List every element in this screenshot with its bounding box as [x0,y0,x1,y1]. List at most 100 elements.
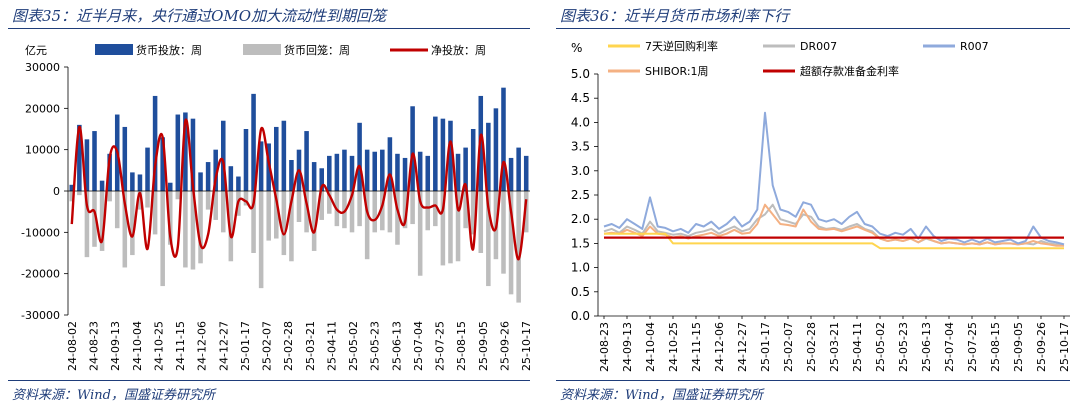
withdrawal-bar [357,191,362,227]
left-x-tick-label: 25-06-13 [390,321,403,371]
right-x-tick-label: 25-09-05 [1012,322,1025,372]
right-y-tick-label: 2.0 [571,212,590,226]
injection-bar [342,149,347,191]
left-x-tick-label: 25-04-11 [325,321,338,371]
withdrawal-bar [327,191,332,214]
withdrawal-bar [470,191,476,235]
withdrawal-bar [251,191,256,253]
left-x-tick-label: 25-02-28 [282,321,295,371]
withdrawal-bar [175,191,181,200]
right-x-tick-label: 24-10-04 [644,322,657,372]
right-title-rule [556,28,1070,29]
right-y-tick-label: 1.5 [571,236,590,250]
injection-bar [508,157,514,191]
injection-bar [395,153,400,191]
injection-bar [433,116,438,191]
withdrawal-bar [508,191,514,295]
right-legend-label: 7天逆回购利率 [645,39,718,53]
injection-bar [364,149,370,191]
right-y-tick-label: 1.0 [571,261,590,275]
injection-bar [486,122,491,191]
injection-bar [372,151,378,191]
injection-bar [334,153,340,191]
withdrawal-bar [296,191,302,222]
injection-bar [107,153,112,191]
left-x-tick-label: 25-02-07 [261,321,274,371]
omo-liquidity-chart: 亿元 30000 20000 10000 0 -10000 -20000 -30000 24-0… [21,43,533,371]
withdrawal-bar [349,191,355,233]
injection-bar [152,95,158,191]
right-x-tick-label: 25-05-02 [874,322,887,372]
left-x-tick-label: 24-10-25 [152,321,165,371]
injection-bar [417,151,423,191]
withdrawal-bar [152,191,158,235]
injection-bar [387,137,393,191]
injection-bar [130,172,135,191]
injection-bar [183,112,188,191]
injection-bar [304,131,309,191]
withdrawal-bar [213,191,218,220]
left-x-tick-label: 25-07-25 [434,321,447,371]
right-x-tick-label: 25-10-17 [1058,322,1071,372]
injection-bar [167,182,173,191]
right-legend-label: SHIBOR:1周 [645,65,709,78]
withdrawal-bar [220,191,226,233]
injection-bar [455,153,461,191]
injection-bar [160,137,165,191]
left-x-tick-label: 24-09-13 [109,321,122,371]
injection-bar [516,147,521,191]
withdrawal-bar [281,191,287,256]
withdrawal-bar [107,191,112,202]
withdrawal-bar [486,191,491,287]
left-x-tick-label: 25-10-17 [520,321,533,371]
withdrawal-bar [478,191,484,253]
withdrawal-bar [417,191,423,276]
injection-bar [357,122,362,191]
withdrawal-bar [137,191,143,210]
injection-bar [349,155,355,191]
right-x-tick-label: 24-12-06 [713,322,726,372]
injection-bar [440,118,446,191]
withdrawal-bar [205,191,211,210]
withdrawal-bar [190,191,196,270]
rate-series-line [603,111,1065,246]
right-legend-label: DR007 [800,40,837,53]
injection-bar [251,93,256,191]
right-y-tick-label: 4.0 [571,115,590,129]
right-y-tick-label: 3.5 [571,140,590,154]
left-chart-panel: 图表35：近半月来，央行通过OMO加大流动性到期回笼 亿元 30000 20000 1… [8,7,533,403]
right-x-tick-label: 25-02-07 [782,322,795,372]
right-y-tick-label: 2.5 [571,188,590,202]
left-y-tick-label: -20000 [21,268,60,281]
injection-bar [228,166,234,191]
right-y-tick-label: 5.0 [571,67,590,81]
left-y-tick-label: -10000 [21,226,60,239]
withdrawal-bar [167,191,173,245]
right-y-tick-label: 0.5 [571,285,590,299]
withdrawal-bar [69,191,75,202]
injection-bar [84,139,90,191]
withdrawal-bar [463,191,468,229]
injection-bar [311,162,317,191]
withdrawal-bar [99,191,105,251]
withdrawal-bar [84,191,90,258]
withdrawal-bar [258,191,264,289]
left-x-tick-label: 24-08-23 [88,321,101,371]
right-x-tick-label: 24-11-15 [690,322,703,372]
withdrawal-bar [160,191,165,287]
injection-bar [190,118,196,191]
left-x-tick-label: 25-05-23 [369,321,382,371]
withdrawal-bar [228,191,234,262]
withdrawal-bar [440,191,446,266]
withdrawal-bar [433,191,438,227]
injection-bar [470,129,476,191]
injection-bar [425,155,431,191]
injection-bar [122,126,128,191]
right-x-tick-label: 24-08-23 [598,322,611,372]
right-x-tick-label: 25-06-13 [920,322,933,372]
right-y-tick-label: 4.5 [571,91,590,105]
left-legend-swatch [95,44,133,55]
withdrawal-bar [364,191,370,260]
left-x-tick-label: 24-12-27 [217,321,230,371]
withdrawal-bar [402,191,408,229]
